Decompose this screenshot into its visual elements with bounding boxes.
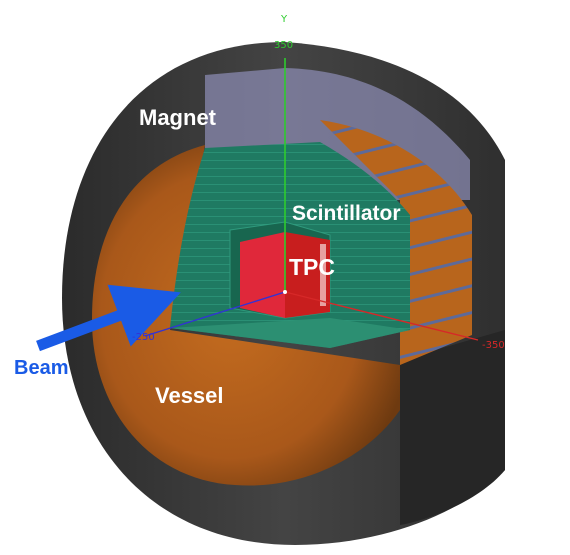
beam-arrow [36, 284, 181, 352]
magnet-label: Magnet [139, 105, 217, 130]
vessel-label: Vessel [155, 383, 224, 408]
z-axis-neg-value: -350 [482, 340, 505, 351]
vessel-side-wall [320, 120, 472, 365]
y-axis-value: 350 [274, 40, 293, 51]
x-axis-neg-value: -250 [132, 332, 155, 343]
origin-marker [283, 290, 287, 294]
scintillator-label: Scintillator [292, 202, 401, 225]
z-axis-line [284, 291, 479, 341]
y-axis-name: Y [280, 14, 288, 25]
magnet-front-face [400, 330, 505, 525]
beam-label: Beam [14, 357, 68, 379]
tpc-side-face [285, 232, 330, 318]
vessel-body [92, 145, 400, 486]
tpc-highlight-strip [320, 244, 326, 306]
tpc-label: TPC [289, 254, 335, 280]
tpc-front-face [240, 232, 285, 318]
scintillator-bottom-face [170, 318, 410, 348]
